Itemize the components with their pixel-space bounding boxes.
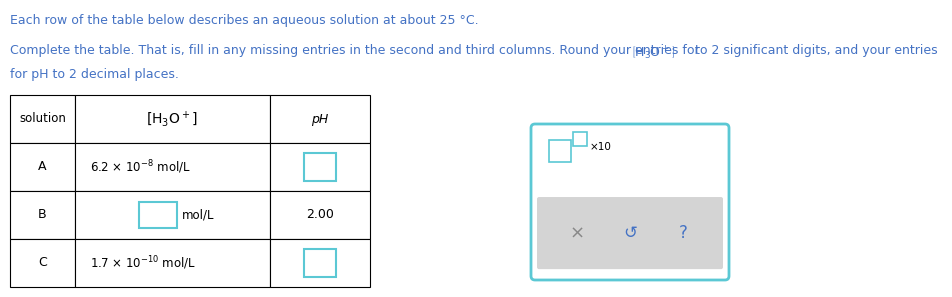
Text: 6.2 × 10$^{-8}$ mol/L: 6.2 × 10$^{-8}$ mol/L [90, 158, 191, 176]
Text: ×: × [569, 224, 585, 242]
Text: solution: solution [19, 113, 66, 126]
Text: ×10: ×10 [590, 142, 612, 152]
Text: B: B [38, 208, 47, 222]
Text: pH: pH [311, 113, 328, 126]
Text: to 2 significant digits, and your entries: to 2 significant digits, and your entrie… [691, 44, 938, 57]
Bar [75, 191, 270, 239]
Bar [10, 143, 75, 191]
Bar [10, 95, 75, 143]
Bar [304, 153, 336, 181]
Bar [573, 132, 587, 146]
Text: 1.7 × 10$^{-10}$ mol/L: 1.7 × 10$^{-10}$ mol/L [90, 254, 196, 272]
Text: A: A [38, 160, 47, 173]
FancyBboxPatch shape [531, 124, 729, 280]
Text: $\left[\mathrm{H_3O^+}\right]$: $\left[\mathrm{H_3O^+}\right]$ [147, 110, 199, 129]
Bar [270, 95, 370, 143]
Bar [75, 95, 270, 143]
Bar [270, 239, 370, 287]
Text: ↺: ↺ [623, 224, 637, 242]
Bar [10, 191, 75, 239]
Text: C: C [38, 257, 47, 269]
Text: Complete the table. That is, fill in any missing entries in the second and third: Complete the table. That is, fill in any… [10, 44, 704, 57]
Bar [75, 239, 270, 287]
Text: mol/L: mol/L [182, 208, 214, 222]
Bar [10, 239, 75, 287]
Bar [75, 143, 270, 191]
Bar [270, 191, 370, 239]
Text: for pH to 2 decimal places.: for pH to 2 decimal places. [10, 68, 179, 81]
Bar [138, 202, 176, 228]
FancyBboxPatch shape [537, 197, 723, 269]
Text: ?: ? [679, 224, 687, 242]
Bar [549, 140, 571, 162]
Text: 2.00: 2.00 [306, 208, 334, 222]
Bar [304, 249, 336, 277]
Text: $\left[\mathrm{H_3O^+}\right]$: $\left[\mathrm{H_3O^+}\right]$ [631, 45, 675, 62]
Bar [270, 143, 370, 191]
Text: Each row of the table below describes an aqueous solution at about 25 °C.: Each row of the table below describes an… [10, 14, 479, 27]
